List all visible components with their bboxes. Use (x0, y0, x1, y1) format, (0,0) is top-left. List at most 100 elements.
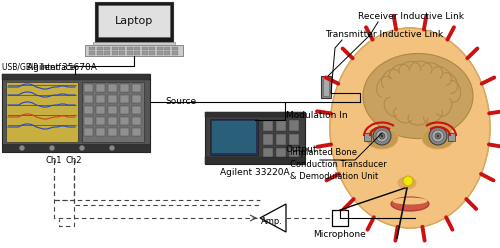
Bar (134, 47, 140, 50)
Bar (132, 117, 141, 125)
Circle shape (435, 133, 441, 139)
Bar (96, 51, 102, 55)
Circle shape (49, 145, 55, 151)
Bar (205, 157, 305, 164)
Bar (84, 117, 93, 125)
Bar (149, 51, 155, 55)
Bar (2, 144, 150, 152)
Bar (205, 112, 305, 117)
Text: Modulation In: Modulation In (286, 112, 348, 121)
Bar (119, 51, 125, 55)
Polygon shape (260, 204, 286, 232)
Circle shape (403, 176, 413, 186)
Bar (132, 106, 141, 114)
Bar (112, 51, 117, 55)
Text: Microphone: Microphone (314, 230, 366, 239)
Bar (85, 45, 183, 56)
Bar (263, 148, 273, 159)
Bar (120, 84, 129, 92)
Bar (84, 106, 93, 114)
Bar (156, 51, 162, 55)
Bar (263, 120, 273, 131)
Bar (448, 133, 455, 141)
Bar (289, 134, 299, 145)
Circle shape (109, 145, 115, 151)
Text: Agilent 35670A: Agilent 35670A (27, 63, 97, 72)
Bar (2, 74, 150, 152)
Bar (172, 47, 177, 50)
Bar (104, 47, 110, 50)
Bar (2, 74, 150, 80)
Ellipse shape (330, 28, 490, 228)
Text: Ch2: Ch2 (66, 156, 82, 165)
Text: USB/GBIP Interface: USB/GBIP Interface (2, 62, 74, 71)
Bar (126, 47, 132, 50)
Bar (96, 47, 102, 50)
Text: Implanted Bone
Conduction Transducer
& Demodulation Unit: Implanted Bone Conduction Transducer & D… (290, 148, 387, 181)
Bar (108, 84, 117, 92)
Bar (120, 128, 129, 136)
Bar (89, 47, 95, 50)
Text: Amp.: Amp. (261, 217, 283, 225)
Bar (82, 82, 144, 142)
Bar (108, 117, 117, 125)
Bar (6, 82, 78, 142)
Bar (96, 128, 105, 136)
Bar (95, 2, 173, 42)
Bar (364, 133, 371, 141)
Bar (96, 84, 105, 92)
Bar (212, 121, 256, 153)
Circle shape (429, 127, 447, 145)
Bar (126, 51, 132, 55)
Bar (142, 51, 148, 55)
Bar (93, 42, 175, 45)
Bar (96, 117, 105, 125)
Bar (263, 134, 273, 145)
Ellipse shape (363, 54, 473, 138)
Ellipse shape (398, 177, 416, 189)
Bar (134, 51, 140, 55)
Circle shape (376, 130, 388, 142)
Bar (108, 106, 117, 114)
Bar (323, 78, 329, 96)
Bar (89, 51, 95, 55)
Bar (120, 117, 129, 125)
Circle shape (379, 133, 385, 139)
Bar (84, 128, 93, 136)
Text: Receiver Inductive Link: Receiver Inductive Link (358, 12, 464, 21)
Ellipse shape (330, 28, 490, 228)
Text: Ch1: Ch1 (46, 156, 62, 165)
Bar (108, 95, 117, 103)
Text: Laptop: Laptop (115, 16, 153, 26)
Bar (119, 47, 125, 50)
Text: Source: Source (165, 96, 196, 105)
Bar (132, 128, 141, 136)
Bar (164, 47, 170, 50)
Bar (210, 119, 258, 155)
Bar (276, 120, 286, 131)
Bar (276, 148, 286, 159)
Bar (84, 84, 93, 92)
Ellipse shape (392, 197, 428, 205)
Text: Transmitter Inductive Link: Transmitter Inductive Link (325, 30, 443, 39)
Ellipse shape (422, 127, 454, 149)
Bar (205, 112, 305, 164)
Bar (289, 148, 299, 159)
Text: Agilent 33220A: Agilent 33220A (220, 168, 290, 177)
Bar (132, 84, 141, 92)
Bar (108, 128, 117, 136)
Bar (156, 47, 162, 50)
Bar (132, 95, 141, 103)
Bar (332, 210, 348, 226)
Bar (142, 47, 148, 50)
Circle shape (381, 135, 383, 137)
Bar (98, 5, 170, 37)
Bar (321, 76, 331, 98)
Circle shape (373, 127, 391, 145)
Ellipse shape (391, 197, 429, 211)
Bar (96, 106, 105, 114)
Bar (112, 47, 117, 50)
Bar (104, 51, 110, 55)
Bar (120, 95, 129, 103)
Bar (289, 120, 299, 131)
